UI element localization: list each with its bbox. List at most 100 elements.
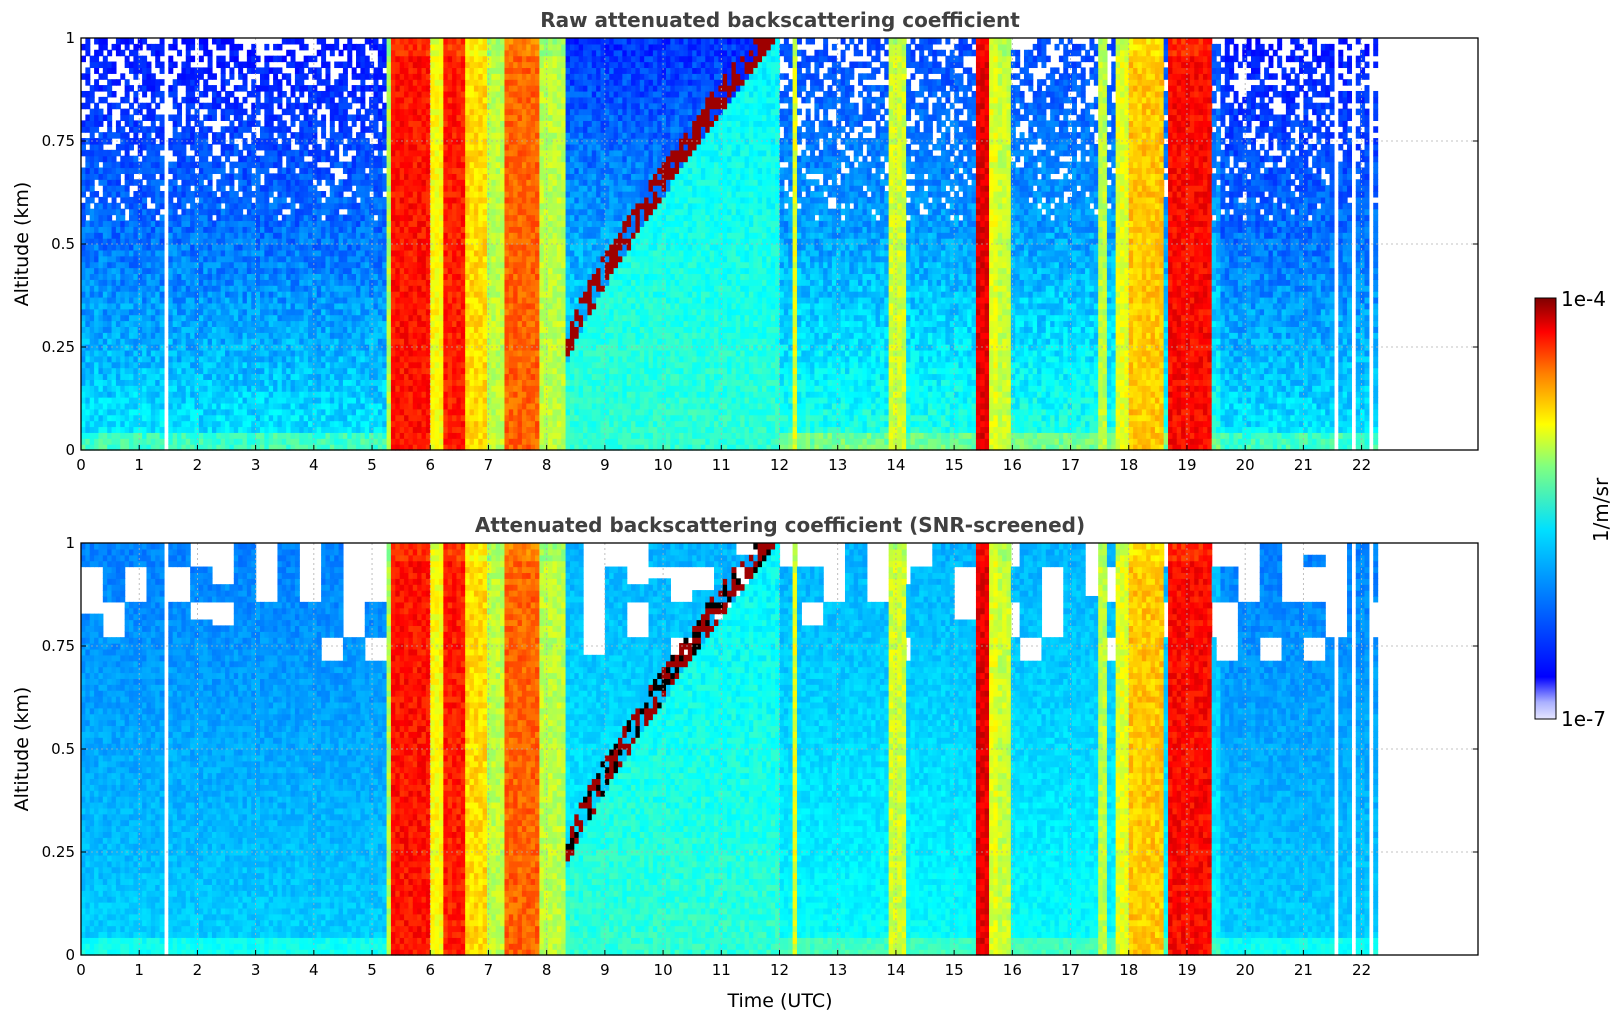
heatmap-cell [85, 179, 90, 185]
heatmap-cell [107, 315, 112, 321]
heatmap-cell [168, 85, 173, 91]
heatmap-cell [142, 368, 147, 374]
heatmap-cell [142, 220, 147, 226]
heatmap-cell [120, 162, 125, 168]
heatmap-cell [94, 285, 99, 291]
heatmap-cell [173, 350, 178, 356]
heatmap-cell [94, 220, 99, 226]
heatmap-cell [103, 291, 108, 297]
heatmap-cell [90, 150, 95, 156]
heatmap-cell [151, 126, 156, 132]
heatmap-cell [138, 62, 143, 68]
heatmap-cell [94, 215, 99, 221]
heatmap-cell [120, 220, 125, 226]
heatmap-cell [116, 379, 121, 385]
heatmap-cell [133, 232, 138, 238]
heatmap-cell [107, 409, 112, 415]
heatmap-cell [107, 209, 112, 215]
heatmap-cell [138, 415, 143, 421]
heatmap-cell [112, 350, 117, 356]
heatmap-cell [168, 379, 173, 385]
heatmap-cell [151, 262, 156, 268]
heatmap-cell [133, 279, 138, 285]
heatmap-cell [160, 97, 165, 103]
heatmap-cell [116, 426, 121, 432]
heatmap-cell [146, 173, 151, 179]
heatmap-cell [142, 262, 147, 268]
heatmap-cell [146, 232, 151, 238]
heatmap-cell [146, 256, 151, 262]
heatmap-cell [146, 226, 151, 232]
heatmap-cell [160, 262, 165, 268]
heatmap-cell [120, 350, 125, 356]
heatmap-cell [142, 285, 147, 291]
heatmap-cell [125, 220, 130, 226]
heatmap-cell [146, 185, 151, 191]
heatmap-cell [116, 256, 121, 262]
heatmap-cell [107, 279, 112, 285]
heatmap-cell [85, 415, 90, 421]
heatmap-cell [125, 309, 130, 315]
heatmap-cell [125, 285, 130, 291]
heatmap-cell [160, 144, 165, 150]
heatmap-cell [81, 209, 86, 215]
heatmap-cell [85, 397, 90, 403]
heatmap-cell [103, 326, 108, 332]
heatmap-cell [112, 197, 117, 203]
heatmap-cell [112, 426, 117, 432]
heatmap-cell [155, 85, 160, 91]
heatmap-cell [94, 303, 99, 309]
heatmap-cell [146, 362, 151, 368]
heatmap-cell [125, 385, 130, 391]
heatmap-cell [112, 67, 117, 73]
heatmap-cell [160, 220, 165, 226]
heatmap-cell [112, 391, 117, 397]
heatmap-cell [155, 144, 160, 150]
heatmap-cell [107, 215, 112, 221]
heatmap-cell [85, 356, 90, 362]
heatmap-cell [116, 173, 121, 179]
heatmap-cell [103, 262, 108, 268]
heatmap-cell [125, 185, 130, 191]
heatmap-cell [129, 379, 134, 385]
heatmap-cell [168, 438, 173, 444]
heatmap-cell [94, 415, 99, 421]
heatmap-cell [125, 150, 130, 156]
heatmap-cell [160, 350, 165, 356]
heatmap-cell [103, 391, 108, 397]
heatmap-cell [81, 421, 86, 427]
heatmap-cell [107, 103, 112, 109]
heatmap-cell [168, 321, 173, 327]
heatmap-cell [120, 38, 125, 44]
heatmap-cell [81, 91, 86, 97]
heatmap-cell [133, 109, 138, 115]
heatmap-cell [103, 179, 108, 185]
heatmap-cell [155, 162, 160, 168]
heatmap-cell [116, 50, 121, 56]
heatmap-cell [138, 120, 143, 126]
heatmap-cell [107, 179, 112, 185]
heatmap-cell [151, 220, 156, 226]
heatmap-cell [81, 415, 86, 421]
heatmap-cell [146, 385, 151, 391]
heatmap-cell [94, 350, 99, 356]
heatmap-cell [168, 226, 173, 232]
heatmap-cell [94, 256, 99, 262]
heatmap-cell [125, 85, 130, 91]
panel-raw: Raw attenuated backscattering coefficien… [11, 8, 1478, 474]
heatmap-cell [90, 209, 95, 215]
heatmap-cell [133, 256, 138, 262]
heatmap-cell [133, 56, 138, 62]
heatmap-cell [103, 438, 108, 444]
heatmap-cell [120, 132, 125, 138]
heatmap-cell [155, 291, 160, 297]
heatmap-cell [90, 432, 95, 438]
heatmap-cell [90, 426, 95, 432]
heatmap-cell [146, 332, 151, 338]
heatmap-cell [173, 215, 178, 221]
heatmap-cell [90, 397, 95, 403]
heatmap-cell [116, 220, 121, 226]
heatmap-cell [173, 85, 178, 91]
heatmap-cell [155, 191, 160, 197]
heatmap-cell [173, 97, 178, 103]
